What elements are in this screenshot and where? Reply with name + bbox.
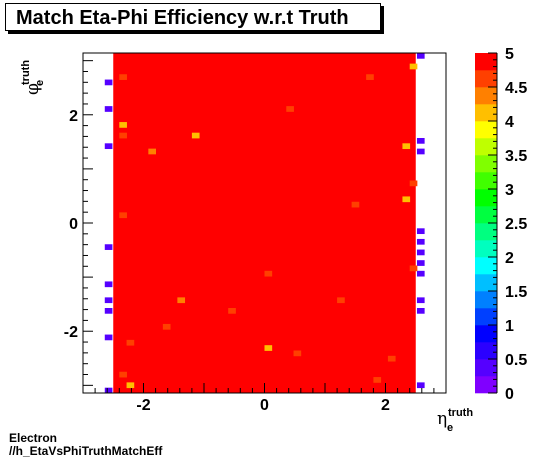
colorbar-segment (475, 325, 497, 343)
heatmap-cells (104, 53, 425, 394)
heatmap-cell (416, 228, 425, 235)
y-axis-label: φ (23, 83, 43, 95)
heatmap-cell (409, 180, 418, 187)
colorbar-segment (475, 291, 497, 309)
heatmap-cell (119, 371, 127, 378)
colorbar-segment (475, 87, 497, 105)
heatmap-cell (177, 297, 186, 304)
heatmap-cell (126, 382, 135, 389)
heatmap-cell (416, 260, 425, 266)
chart-title: Match Eta-Phi Efficiency w.r.t Truth (5, 3, 381, 31)
heatmap-cell (148, 148, 156, 155)
colorbar-tick-label: 2 (505, 250, 514, 267)
colorbar-segment (475, 223, 497, 241)
heatmap-cell (119, 132, 127, 139)
heatmap-baseline-region (113, 53, 416, 393)
heatmap-cell (416, 53, 425, 59)
heatmap-cell (104, 244, 113, 250)
heatmap-cell (293, 350, 302, 357)
heatmap-cell (416, 249, 425, 256)
heatmap-cell (416, 308, 425, 314)
x-tick-label: -2 (136, 397, 150, 414)
colorbar-segment (475, 342, 497, 360)
heatmap-cell (416, 297, 425, 304)
heatmap-cell (402, 196, 411, 203)
colorbar-tick-label: 0.5 (505, 352, 527, 369)
colorbar-tick-label: 4 (505, 114, 514, 131)
colorbar-segment (475, 121, 497, 139)
y-tick-label: 0 (69, 216, 78, 233)
colorbar-segment (475, 308, 497, 326)
colorbar-tick-label: 1.5 (505, 284, 527, 301)
x-tick-label: 2 (381, 397, 390, 414)
colorbar-segment (475, 376, 497, 394)
colorbar-segment (475, 359, 497, 377)
heatmap-cell (104, 143, 113, 150)
heatmap-cell (104, 297, 113, 304)
footer-histogram-path: //h_EtaVsPhiTruthMatchEff (9, 444, 163, 458)
heatmap-cell (373, 377, 382, 383)
colorbar-segment (475, 274, 497, 292)
colorbar-tick-label: 4.5 (505, 80, 527, 97)
heatmap-cell (351, 201, 360, 208)
colorbar-tick-label: 1 (505, 318, 514, 335)
heatmap-cell (119, 122, 127, 128)
heatmap-cell (104, 106, 113, 112)
footer-particle-label: Electron (9, 431, 58, 445)
heatmap-cell (286, 106, 294, 112)
colorbar-segment (475, 155, 497, 173)
heatmap-cell (416, 138, 425, 144)
heatmap-cell (104, 334, 113, 341)
heatmap-cell (264, 345, 273, 351)
colorbar-segment (475, 53, 497, 71)
colorbar-segment (475, 257, 497, 275)
heatmap-cell (104, 308, 113, 314)
heatmap-cell (416, 238, 425, 245)
colorbar-segment (475, 172, 497, 190)
x-axis-label-sub: e (447, 422, 453, 434)
colorbar-segment (475, 206, 497, 224)
heatmap-cell (119, 74, 127, 80)
heatmap-cell (416, 270, 425, 277)
heatmap-cell (409, 265, 418, 272)
colorbar-tick-label: 3.5 (505, 148, 527, 165)
colorbar-tick-label: 3 (505, 182, 514, 199)
y-tick-label: -2 (64, 324, 78, 341)
heatmap-cell (387, 355, 396, 362)
heatmap-cell (104, 281, 113, 288)
colorbar-segment (475, 240, 497, 258)
colorbar-tick-label: 0 (505, 386, 514, 403)
colorbar-segment (475, 104, 497, 122)
y-tick-label: 2 (69, 108, 78, 125)
heatmap-cell (104, 387, 113, 394)
heatmap-cell (191, 132, 200, 139)
y-axis-label-sub: e (34, 80, 46, 86)
heatmap-cell (366, 74, 374, 80)
heatmap-cell (162, 323, 171, 330)
axes: -2 0 2 -2 0 2 (64, 60, 447, 414)
x-tick-label: 0 (260, 397, 269, 414)
colorbar-tick-label: 5 (505, 46, 514, 63)
heatmap-cell (264, 270, 273, 277)
colorbar-segment (475, 189, 497, 207)
heatmap-cell (104, 79, 113, 86)
heatmap-cell (402, 143, 411, 150)
colorbar-segment (475, 138, 497, 156)
heatmap-cell (228, 308, 236, 314)
x-axis-label: η (437, 409, 447, 429)
heatmap-cell (409, 63, 418, 70)
colorbar-tick-label: 2.5 (505, 216, 527, 233)
colorbar: 0 0.5 1 1.5 2 2.5 3 3.5 4 4.5 5 (475, 46, 527, 403)
heatmap-cell (416, 382, 425, 389)
heatmap-cell (119, 212, 127, 219)
heatmap-cell (126, 339, 135, 346)
y-axis-label-sup: truth (20, 60, 32, 85)
heatmap-cell (337, 297, 345, 304)
heatmap-cell (416, 148, 425, 155)
colorbar-segment (475, 70, 497, 88)
x-axis-label-sup: truth (448, 407, 473, 419)
